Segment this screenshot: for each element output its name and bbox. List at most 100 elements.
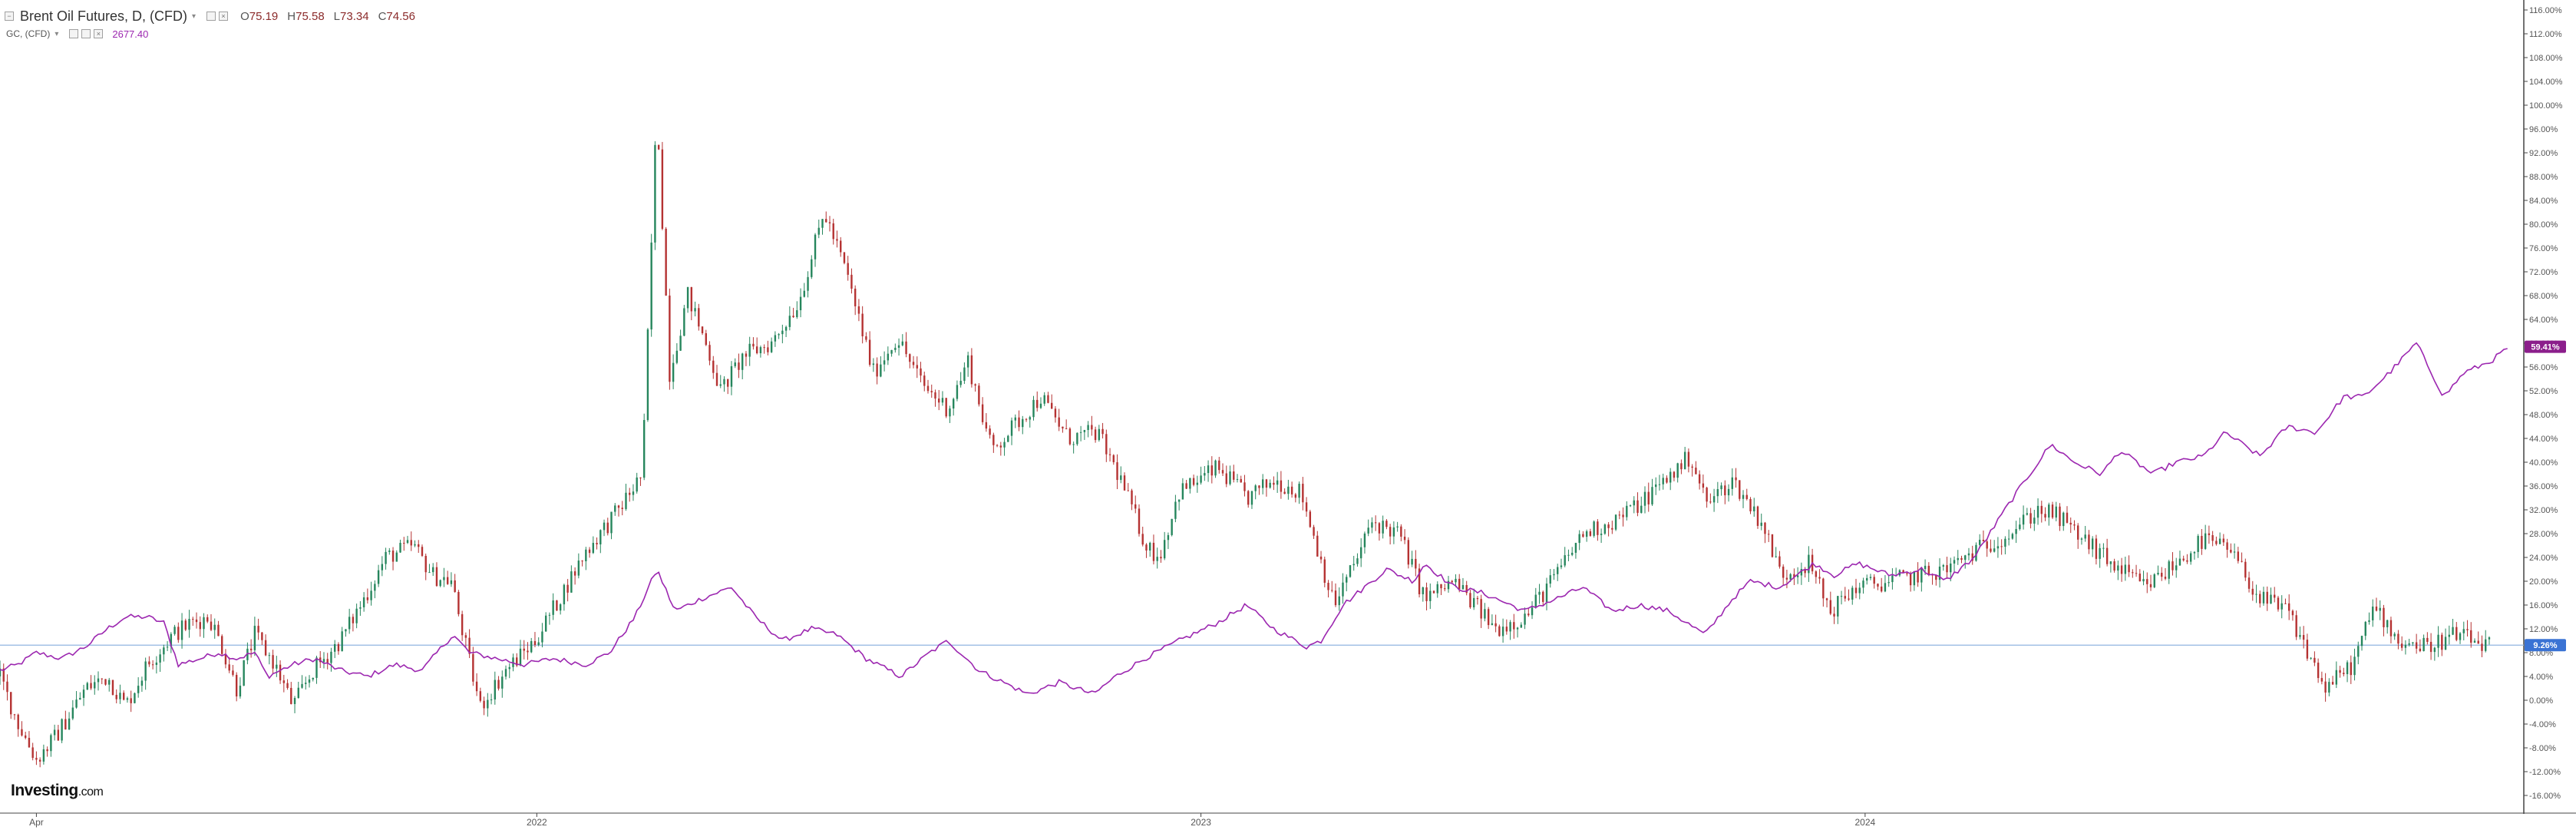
low-label: L [333, 9, 341, 23]
settings-icon[interactable] [206, 12, 216, 21]
oil-candle-body [1673, 471, 1676, 478]
oil-candle-body [2437, 634, 2439, 648]
main-symbol-label[interactable]: Brent Oil Futures, D, (CFD) [20, 8, 188, 24]
oil-candle-body [2026, 513, 2029, 515]
oil-candle-body [2408, 643, 2410, 645]
oil-candle-body [210, 621, 213, 630]
oil-candle-body [1039, 403, 1042, 408]
oil-candle-body [282, 680, 286, 683]
oil-candle-body [151, 664, 154, 666]
oil-candle-body [1549, 575, 1551, 584]
oil-candle-body [381, 564, 384, 570]
oil-candle-body [1425, 587, 1428, 601]
oil-candle-body [1065, 428, 1068, 429]
oil-candle-body [1676, 463, 1679, 478]
oil-candle-body [140, 680, 144, 686]
oil-candle-body [843, 252, 846, 263]
chevron-down-icon[interactable]: ▾ [192, 12, 197, 21]
oil-candle-body [1538, 591, 1541, 595]
x-tick-label: 2024 [1854, 817, 1875, 828]
oil-candle-body [2091, 538, 2094, 550]
secondary-symbol-label[interactable]: GC, (CFD) [6, 28, 51, 39]
oil-candle-body [617, 505, 620, 508]
y-tick-label: -16.00% [2529, 792, 2561, 801]
oil-candle-body [253, 626, 256, 650]
oil-candle-body [734, 362, 736, 366]
oil-candle-body [24, 735, 27, 738]
oil-candle-body [2193, 551, 2196, 554]
oil-candle-body [1469, 593, 1471, 608]
collapse-legend-button[interactable]: − [5, 12, 14, 21]
oil-candle-body [923, 375, 926, 386]
oil-candle-body [1181, 483, 1184, 500]
oil-candle-body [31, 747, 34, 759]
oil-candle-body [1574, 543, 1577, 553]
oil-candle-body [2073, 524, 2076, 526]
close-icon[interactable]: × [94, 29, 104, 38]
oil-candle-body [1403, 536, 1406, 541]
oil-candle-body [1582, 534, 1584, 537]
oil-candle-body [163, 647, 165, 655]
oil-candle-body [1840, 596, 1843, 597]
oil-candle-body [1950, 563, 1952, 573]
open-value: 75.19 [249, 9, 279, 23]
oil-candle-body [1484, 609, 1486, 619]
oil-candle-body [494, 680, 496, 699]
oil-candle-body [2149, 584, 2152, 587]
chevron-down-icon[interactable]: ▾ [54, 29, 59, 38]
visibility-icon[interactable] [69, 29, 79, 38]
oil-candle-body [1313, 527, 1315, 536]
oil-candle-body [501, 676, 504, 689]
oil-candle-body [224, 653, 227, 665]
oil-candle-body [1687, 451, 1690, 467]
oil-candle-body [1739, 480, 1741, 499]
oil-candle-body [1909, 574, 1912, 586]
oil-candle-body [1207, 465, 1210, 474]
oil-candle-body [1920, 569, 1923, 583]
oil-candle-body [2120, 565, 2123, 574]
oil-candle-body [1273, 482, 1275, 485]
oil-candle-body [2226, 542, 2228, 551]
oil-candle-body [930, 391, 933, 392]
oil-candle-body [272, 655, 274, 669]
oil-candle-body [1487, 609, 1490, 626]
oil-candle-body [770, 341, 773, 352]
secondary-value: 2677.40 [112, 28, 149, 40]
oil-candle-body [1098, 428, 1101, 441]
oil-candle-body [108, 680, 111, 685]
oil-candle-body [2339, 670, 2341, 673]
oil-candle-body [1062, 426, 1064, 428]
oil-candle-body [2477, 640, 2479, 644]
oil-candle-body [414, 544, 416, 546]
oil-candle-body [276, 664, 278, 669]
oil-candle-body [1848, 598, 1850, 600]
oil-candle-body [527, 650, 529, 653]
settings-icon[interactable] [81, 29, 91, 38]
oil-candle-body [1356, 558, 1359, 564]
brand-name: Investing [11, 782, 78, 799]
oil-candle-body [1261, 479, 1264, 488]
oil-candle-body [840, 240, 842, 253]
oil-candle-body [2000, 546, 2003, 547]
oil-candle-body [1436, 584, 1438, 594]
oil-candle-body [2059, 506, 2061, 527]
low-value: 73.34 [340, 9, 369, 23]
oil-candle-body [1022, 418, 1024, 428]
oil-candle-body [1458, 578, 1461, 590]
oil-candle-body [2186, 560, 2188, 562]
oil-candle-body [1472, 597, 1475, 608]
oil-candle-body [1160, 557, 1162, 559]
oil-candle-body [781, 330, 784, 335]
oil-candle-body [439, 580, 441, 587]
oil-candle-body [1808, 554, 1810, 574]
oil-candle-body [286, 683, 289, 688]
oil-candle-body [2287, 603, 2290, 611]
y-tick-label: 56.00% [2529, 363, 2558, 372]
oil-candle-body [180, 620, 183, 640]
oil-candle-body [669, 295, 671, 382]
close-icon[interactable]: × [219, 12, 229, 21]
oil-candle-body [188, 619, 190, 630]
oil-candle-body [1578, 534, 1580, 544]
plot-area[interactable] [0, 0, 2524, 814]
